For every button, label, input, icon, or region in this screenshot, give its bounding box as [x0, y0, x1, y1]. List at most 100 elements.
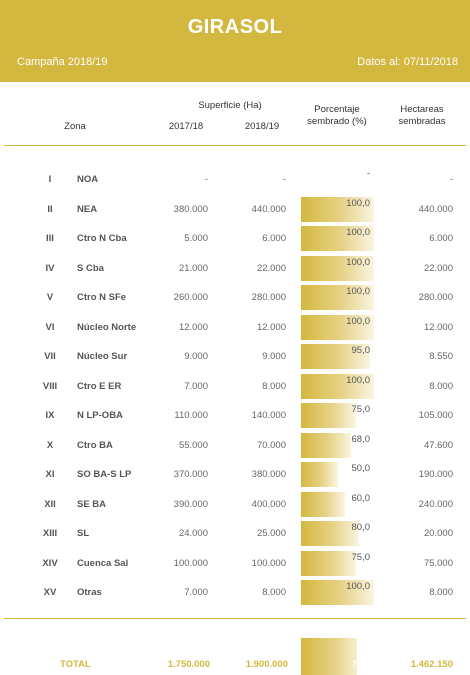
total-percent-bar [301, 638, 357, 675]
zone-number: VII [44, 351, 56, 362]
zona-column-header: Zona [64, 121, 86, 132]
surface-2017-18: 110.000 [174, 410, 208, 421]
percent-bar [301, 344, 371, 369]
zone-name: Otras [77, 587, 102, 598]
surface-2018-19: 280.000 [251, 292, 286, 303]
percent-bar [301, 255, 374, 281]
percent-bar [301, 373, 374, 399]
hectareas-sembradas: 240.000 [418, 498, 453, 510]
percent-bar [301, 314, 374, 340]
table-row: V Ctro N SFe 260.000 280.000 100,0 280.000 [0, 284, 470, 313]
percent-bar [301, 285, 374, 310]
hectareas-column-header: Hectareas sembradas [384, 104, 460, 128]
zone-number: VI [45, 321, 55, 333]
zone-name: N LP-OBA [77, 410, 123, 421]
surface-2018-19: 400.000 [251, 498, 286, 510]
percent-value: 75,0 [351, 404, 371, 415]
zone-number: IX [45, 410, 55, 421]
hectareas-sembradas: 440.000 [418, 203, 453, 215]
campaign-label: Campaña 2018/19 [17, 56, 108, 68]
table-row: VIII Ctro E ER 7.000 8.000 100,0 8.000 [0, 373, 470, 402]
surface-2017-18: 100.000 [173, 557, 208, 569]
table-row: XIV Cuenca Sal 100.000 100.000 75,0 75.000 [0, 550, 470, 579]
surface-2018-19: 12.000 [256, 321, 286, 333]
zone-name: SL [77, 528, 90, 539]
surface-2017-18: 21.000 [178, 262, 208, 274]
total-hectareas: 1.462.150 [410, 659, 453, 670]
surface-2017-18: 55.000 [178, 439, 208, 451]
header-banner: GIRASOL Campaña 2018/19 Datos al: 07/11/… [0, 0, 470, 82]
hectareas-sembradas: - [449, 174, 453, 185]
zone-name: Núcleo Sur [77, 351, 128, 362]
zone-name: Cuenca Sal [77, 557, 129, 569]
percent-bar [301, 521, 360, 546]
percent-value: 100,0 [346, 197, 370, 209]
porcentaje-header-line1: Porcentaje [314, 104, 360, 115]
surface-2018-19: 8.000 [262, 587, 286, 598]
surface-2018-19: 70.000 [256, 439, 286, 451]
percent-value: 100,0 [346, 227, 370, 238]
zone-number: III [46, 233, 54, 244]
hectareas-header-line2: sembradas [398, 116, 446, 127]
table-row: I NOA - - - - [0, 166, 470, 195]
zone-name: Núcleo Norte [77, 321, 137, 333]
surface-2018-19: 8.000 [262, 380, 286, 392]
data-date-label: Datos al: 07/11/2018 [357, 56, 458, 68]
table-row: XV Otras 7.000 8.000 100,0 8.000 [0, 579, 470, 608]
zone-name: Ctro N SFe [77, 292, 127, 303]
surface-2017-18: 390.000 [173, 498, 208, 510]
surface-2017-18: - [204, 174, 208, 185]
table-row: XIII SL 24.000 25.000 80,0 20.000 [0, 520, 470, 549]
table-row: IX N LP-OBA 110.000 140.000 75,0 105.000 [0, 402, 470, 431]
total-percent-value: 77,0 [351, 659, 371, 670]
zone-name: NOA [77, 174, 99, 185]
surface-2018-19: 140.000 [251, 410, 286, 421]
percent-value: - [366, 168, 370, 179]
hectareas-sembradas: 8.550 [429, 351, 453, 362]
zone-name: SO BA-S LP [77, 469, 132, 480]
hectareas-sembradas: 6.000 [429, 233, 453, 244]
year-2018-19-header: 2018/19 [244, 121, 280, 132]
surface-2018-19: 440.000 [251, 203, 286, 215]
surface-2017-18: 380.000 [173, 203, 208, 215]
page-title: GIRASOL [187, 16, 283, 38]
percent-value: 100,0 [346, 286, 370, 297]
hectareas-sembradas: 8.000 [429, 380, 453, 392]
surface-2018-19: 25.000 [256, 528, 286, 539]
total-2018-19: 1.900.000 [245, 659, 288, 670]
hectareas-sembradas: 190.000 [418, 469, 453, 480]
zone-name: SE BA [77, 498, 107, 510]
surface-2018-19: 9.000 [262, 351, 286, 362]
surface-2018-19: 100.000 [251, 557, 286, 569]
zone-number: IV [45, 262, 55, 274]
zone-number: II [47, 203, 53, 215]
zone-name: Ctro N Cba [77, 233, 127, 244]
surface-2017-18: 24.000 [178, 528, 208, 539]
zone-number: XII [44, 498, 56, 510]
hectareas-sembradas: 105.000 [418, 410, 453, 421]
surface-2017-18: 9.000 [184, 351, 208, 362]
hectareas-sembradas: 8.000 [429, 587, 453, 598]
percent-value: 95,0 [351, 345, 371, 356]
zone-name: S Cba [77, 262, 104, 274]
total-row: TOTAL 1.750.000 1.900.000 77,0 1.462.150 [0, 638, 470, 675]
zone-name: NEA [77, 203, 98, 215]
surface-2018-19: - [282, 174, 286, 185]
porcentaje-column-header: Porcentaje sembrado (%) [296, 104, 378, 128]
surface-2018-19: 380.000 [251, 469, 286, 480]
hectareas-sembradas: 75.000 [423, 557, 453, 569]
porcentaje-header-line2: sembrado (%) [307, 116, 367, 127]
percent-value: 100,0 [346, 581, 370, 592]
percent-bar [301, 550, 356, 576]
zone-number: I [48, 174, 52, 185]
percent-bar [301, 432, 351, 458]
percent-bar [301, 491, 345, 517]
surface-2017-18: 12.000 [178, 321, 208, 333]
table-row: XI SO BA-S LP 370.000 380.000 50,0 190.000 [0, 461, 470, 490]
surface-2018-19: 22.000 [256, 262, 286, 274]
table-row: X Ctro BA 55.000 70.000 68,0 47.600 [0, 432, 470, 461]
hectareas-sembradas: 47.600 [423, 439, 453, 451]
table-row: II NEA 380.000 440.000 100,0 440.000 [0, 196, 470, 225]
table-row: IV S Cba 21.000 22.000 100,0 22.000 [0, 255, 470, 284]
zone-number: XV [43, 587, 57, 598]
